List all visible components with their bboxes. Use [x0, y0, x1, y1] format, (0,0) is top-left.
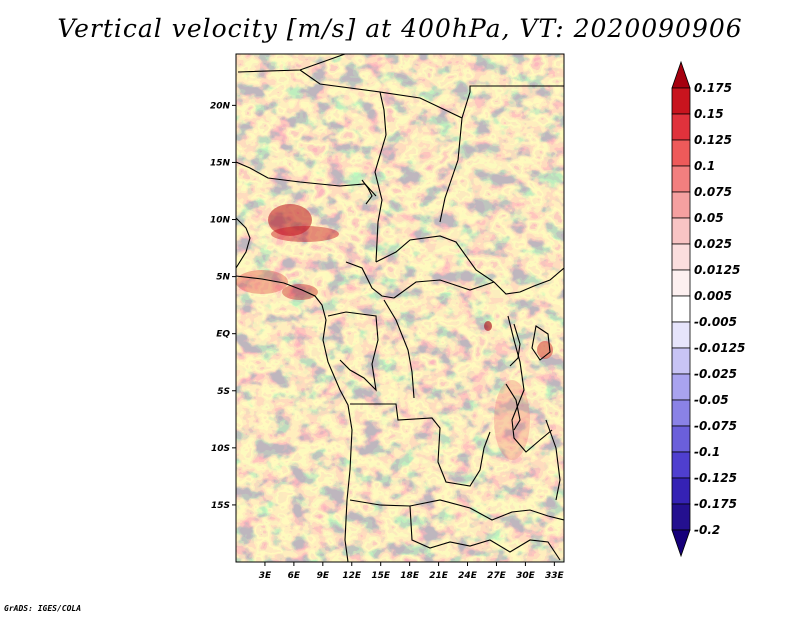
border [350, 403, 491, 487]
lon-tick-label: 3E [259, 571, 272, 581]
lake-outline [545, 419, 561, 501]
colorbar-swatch [671, 139, 691, 167]
colorbar: 0.175 0.15 0.125 0.1 0.075 0.05 0.025 0.0125 0.0… [671, 60, 745, 558]
colorbar-level-label: -0.125 [694, 471, 737, 485]
colorbar-level-label: -0.0125 [694, 341, 745, 355]
lon-tick-label: 27E [487, 571, 507, 581]
colorbar-level-label: -0.005 [694, 315, 737, 329]
lon-tick-label: 6E [288, 571, 301, 581]
colorbar-level-label: 0.125 [694, 133, 732, 147]
lon-tick-label: 30E [516, 571, 536, 581]
colorbar-swatch [671, 295, 691, 323]
colorbar-level-label: 0.05 [694, 211, 724, 225]
colorbar-level-label: -0.1 [694, 445, 720, 459]
colorbar-swatch [671, 217, 691, 245]
border [383, 299, 415, 399]
colorbar-swatch [671, 451, 691, 479]
colorbar-swatch [671, 347, 691, 375]
lat-tick-label: 15S [211, 501, 230, 511]
map-axes: 3E 6E 9E 12E 15E 18E 21E 24E 27E 30E 33E 20N 15N 10N 5… [210, 101, 565, 581]
coastline [236, 275, 353, 562]
colorbar-level-label: 0.15 [694, 107, 724, 121]
colorbar-level-label: -0.075 [694, 419, 737, 433]
colorbar-swatch [671, 243, 691, 271]
colorbar-level-label: 0.025 [694, 237, 732, 251]
colorbar-swatch [671, 503, 691, 531]
map-title: Vertical velocity [m/s] at 400hPa, VT: 2… [57, 14, 743, 43]
lon-tick-label: 12E [342, 571, 362, 581]
lat-tick-label: EQ [216, 330, 230, 340]
lat-tick-label: 5S [217, 387, 230, 397]
colorbar-level-label: 0.175 [694, 81, 732, 95]
coastline [236, 217, 251, 269]
border [379, 91, 463, 223]
grads-credit: GrADS: IGES/COLA [4, 604, 82, 613]
border [507, 315, 553, 453]
colorbar-level-label: 0.0125 [694, 263, 740, 277]
lon-tick-label: 15E [371, 571, 391, 581]
lon-tick-label: 24E [458, 571, 478, 581]
lon-tick-label: 33E [545, 571, 565, 581]
velocity-field [236, 54, 564, 562]
lat-tick-label: 20N [210, 101, 231, 111]
coastlines-and-borders [236, 54, 564, 562]
colorbar-level-label: -0.025 [694, 367, 737, 381]
border [349, 499, 564, 521]
colorbar-level-label: 0.075 [694, 185, 732, 199]
lake-outline [509, 323, 521, 367]
colorbar-swatch [671, 425, 691, 453]
border [409, 505, 561, 561]
colorbar-swatch [671, 191, 691, 219]
colorbar-swatch [671, 477, 691, 505]
colorbar-swatch [671, 373, 691, 401]
lat-tick-label: 5N [216, 273, 230, 283]
lat-tick-label: 15N [210, 158, 231, 168]
lon-tick-label: 21E [429, 571, 449, 581]
border [393, 279, 495, 299]
border [375, 235, 564, 295]
river [361, 179, 373, 205]
colorbar-swatch [671, 87, 691, 115]
plot-frame [235, 53, 565, 563]
border [299, 69, 387, 263]
colorbar-swatch [671, 321, 691, 349]
lat-tick-label: 10S [211, 444, 230, 454]
lake-outline [505, 383, 521, 431]
colorbar-swatch [671, 113, 691, 141]
lat-tick-label: 10N [210, 216, 231, 226]
colorbar-level-label: -0.05 [694, 393, 729, 407]
colorbar-level-label: -0.2 [694, 523, 720, 537]
colorbar-level-label: 0.1 [694, 159, 715, 173]
lon-tick-label: 18E [400, 571, 420, 581]
lon-tick-label: 9E [317, 571, 330, 581]
colorbar-swatch [671, 269, 691, 297]
colorbar-level-label: -0.175 [694, 497, 737, 511]
lake-outline [531, 325, 551, 361]
colorbar-level-label: 0.005 [694, 289, 732, 303]
colorbar-swatch [671, 529, 691, 558]
border [327, 311, 379, 392]
colorbar-swatch [671, 165, 691, 193]
colorbar-swatch [671, 60, 691, 89]
colorbar-swatch [671, 399, 691, 427]
border [461, 85, 564, 119]
border [345, 261, 395, 299]
